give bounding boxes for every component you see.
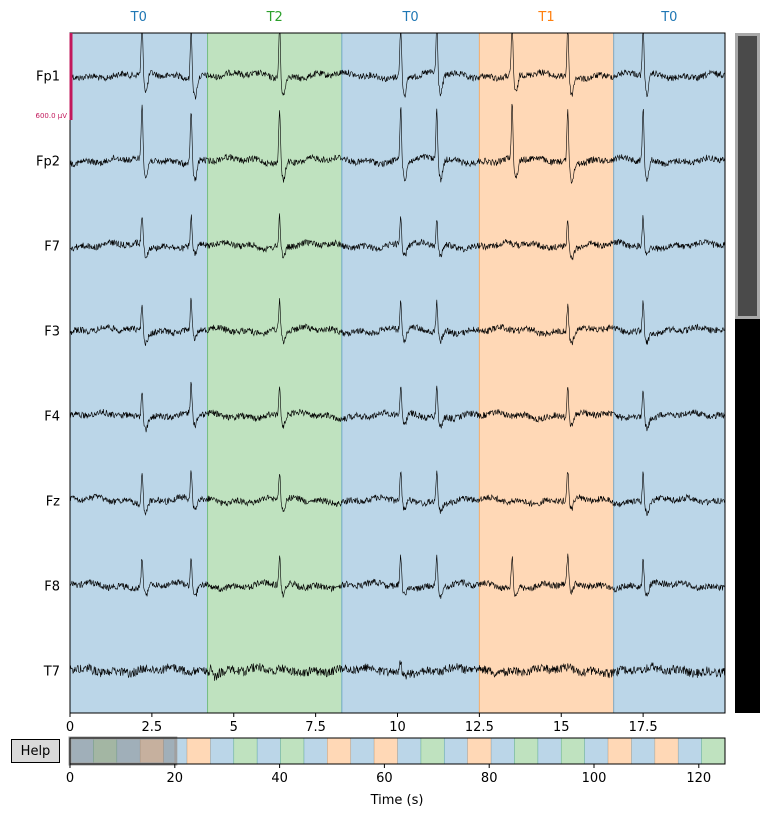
annotation-label: T1 bbox=[537, 10, 554, 25]
x-tick-label: 10 bbox=[389, 720, 406, 735]
scalebar-label: 600.0 µV bbox=[35, 112, 67, 120]
overview-band-T0[interactable] bbox=[490, 737, 515, 765]
eeg-traces bbox=[69, 32, 726, 681]
channel-label: Fz bbox=[46, 495, 60, 510]
vertical-scrollbar[interactable] bbox=[735, 33, 760, 713]
overview-band-T1[interactable] bbox=[607, 737, 632, 765]
annotation-band-T1[interactable] bbox=[479, 33, 614, 713]
help-button[interactable]: Help bbox=[11, 739, 60, 763]
overview-x-ticks: 0 20 40 60 80 100 120 bbox=[66, 764, 711, 786]
overview-band-T0[interactable] bbox=[631, 737, 656, 765]
trace-f4 bbox=[69, 381, 726, 433]
overview-band-T0[interactable] bbox=[677, 737, 702, 765]
overview-band-T2[interactable] bbox=[280, 737, 305, 765]
overview-xlabel: Time (s) bbox=[370, 793, 424, 808]
overview-band-T2[interactable] bbox=[701, 737, 726, 765]
overview-band-T0[interactable] bbox=[537, 737, 562, 765]
main-x-ticks: 0 2.5 5 7.5 10 12.5 15 17.5 bbox=[66, 713, 658, 735]
overview-tick-label: 80 bbox=[481, 771, 498, 786]
overview-band-T0[interactable] bbox=[350, 737, 375, 765]
trace-f8 bbox=[69, 553, 726, 599]
overview-tick-label: 100 bbox=[582, 771, 607, 786]
x-tick-label: 17.5 bbox=[629, 720, 658, 735]
overview-band-T1[interactable] bbox=[186, 737, 211, 765]
overview-tick-label: 120 bbox=[686, 771, 711, 786]
channel-label: F8 bbox=[44, 580, 60, 595]
trace-fp2 bbox=[69, 103, 726, 184]
overview-tick-label: 40 bbox=[271, 771, 288, 786]
annotation-label: T0 bbox=[130, 10, 147, 25]
overview-view-window[interactable] bbox=[68, 736, 178, 766]
trace-t7 bbox=[69, 660, 726, 681]
overview-band-T0[interactable] bbox=[303, 737, 328, 765]
annotation-band-T0[interactable] bbox=[70, 33, 208, 713]
annotation-bands[interactable] bbox=[70, 33, 725, 713]
channel-label: Fp2 bbox=[36, 155, 60, 170]
channel-label: F3 bbox=[44, 325, 60, 340]
annotation-band-T0[interactable] bbox=[613, 33, 725, 713]
x-tick-label: 7.5 bbox=[305, 720, 326, 735]
overview-band-T0[interactable] bbox=[584, 737, 609, 765]
trace-fp1 bbox=[69, 32, 726, 100]
channel-label: F4 bbox=[44, 410, 60, 425]
annotation-label: T0 bbox=[660, 10, 677, 25]
channel-labels: Fp1 Fp2 F7 F3 F4 Fz F8 T7 bbox=[36, 70, 60, 680]
overview-band-T0[interactable] bbox=[256, 737, 281, 765]
overview-band-T2[interactable] bbox=[560, 737, 585, 765]
annotation-label: T0 bbox=[401, 10, 418, 25]
overview-band-T0[interactable] bbox=[443, 737, 468, 765]
overview-band-T0[interactable] bbox=[210, 737, 235, 765]
annotation-band-T0[interactable] bbox=[341, 33, 480, 713]
overview-band-T1[interactable] bbox=[373, 737, 398, 765]
overview-band-T1[interactable] bbox=[327, 737, 352, 765]
channel-label: Fp1 bbox=[36, 70, 60, 85]
trace-f3 bbox=[69, 297, 726, 346]
vertical-scrollbar-thumb[interactable] bbox=[735, 33, 760, 319]
overview-tick-label: 60 bbox=[376, 771, 393, 786]
overview-band-T2[interactable] bbox=[233, 737, 258, 765]
annotation-label: T2 bbox=[266, 10, 283, 25]
overview-band-T2[interactable] bbox=[514, 737, 539, 765]
x-tick-label: 0 bbox=[66, 720, 74, 735]
annotation-labels: T0 T2 T0 T1 T0 bbox=[130, 10, 678, 25]
overview-bands[interactable] bbox=[69, 737, 726, 765]
overview-band-T2[interactable] bbox=[420, 737, 445, 765]
overview-axes-frame bbox=[69, 737, 726, 765]
annotation-band-T2[interactable] bbox=[207, 33, 342, 713]
trace-fz bbox=[69, 470, 726, 516]
x-tick-label: 15 bbox=[553, 720, 570, 735]
channel-label: F7 bbox=[44, 240, 60, 255]
channel-label: T7 bbox=[43, 665, 60, 680]
x-tick-label: 2.5 bbox=[142, 720, 163, 735]
overview-band-T1[interactable] bbox=[467, 737, 492, 765]
trace-f7 bbox=[69, 213, 726, 261]
overview-band-T0[interactable] bbox=[397, 737, 422, 765]
overview-tick-label: 20 bbox=[167, 771, 184, 786]
overview-tick-label: 0 bbox=[66, 771, 74, 786]
x-tick-label: 12.5 bbox=[465, 720, 494, 735]
overview-band-T1[interactable] bbox=[654, 737, 679, 765]
x-tick-label: 5 bbox=[230, 720, 238, 735]
